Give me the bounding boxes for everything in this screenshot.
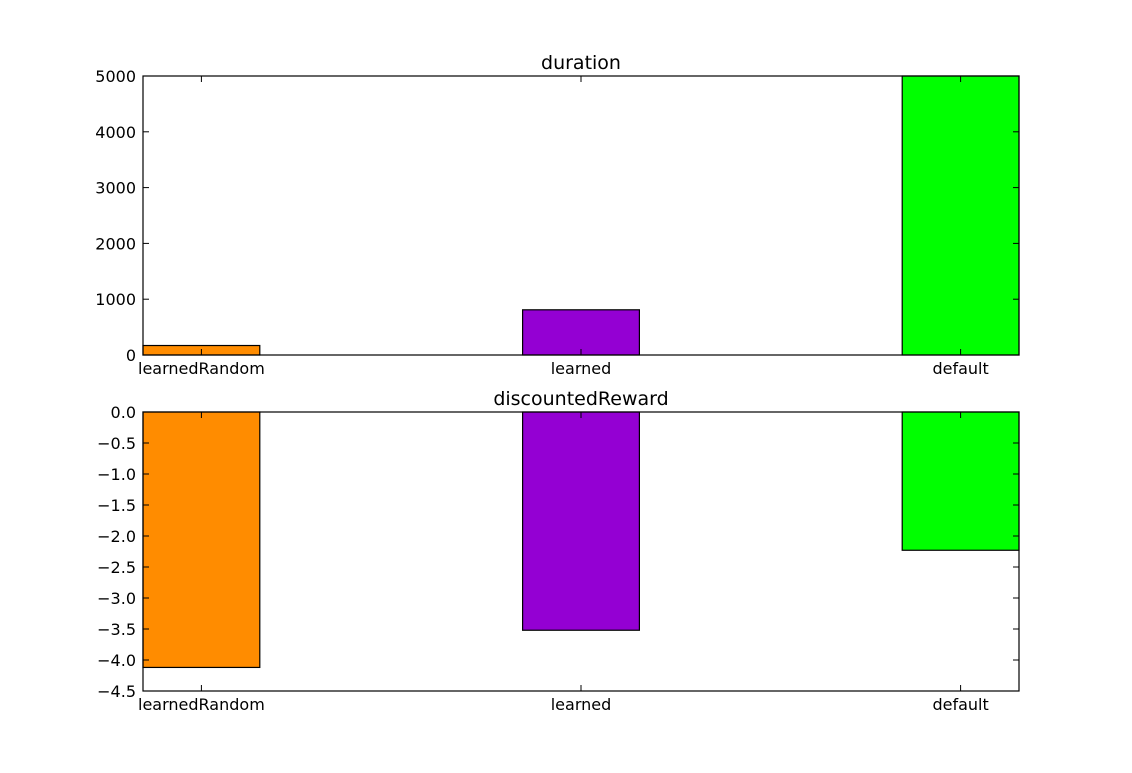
y-tick-label: 0.0 bbox=[111, 403, 136, 422]
y-tick-label: 0 bbox=[126, 346, 136, 365]
bar-learned bbox=[521, 411, 640, 631]
duration-panel: duration learnedRandom learned default 0 100… bbox=[95, 52, 1020, 378]
y-tick-label: −1.5 bbox=[97, 496, 136, 515]
axes-frame bbox=[142, 411, 1020, 692]
y-tick-label: 2000 bbox=[95, 234, 136, 253]
chart-title: duration bbox=[541, 52, 621, 74]
y-tick-label: 5000 bbox=[95, 67, 136, 86]
bar-default bbox=[901, 411, 1020, 551]
y-tick-label: 1000 bbox=[95, 290, 136, 309]
bar-learnedRandom bbox=[142, 411, 261, 669]
y-tick-label: −3.5 bbox=[97, 620, 136, 639]
bar-default bbox=[901, 75, 1020, 356]
bar-learned bbox=[521, 309, 640, 356]
axes-frame bbox=[142, 75, 1020, 356]
discounted-reward-panel: discountedReward learnedRandom learned def… bbox=[97, 388, 1020, 714]
x-tick-label: learned bbox=[551, 695, 612, 714]
x-tick-label: default bbox=[932, 695, 988, 714]
y-tick-label: −4.0 bbox=[97, 651, 136, 670]
y-tick-label: −0.5 bbox=[97, 434, 136, 453]
x-tick-label: learnedRandom bbox=[138, 695, 265, 714]
x-tick-label: learnedRandom bbox=[138, 359, 265, 378]
y-tick-label: −1.0 bbox=[97, 465, 136, 484]
y-tick-label: −3.0 bbox=[97, 589, 136, 608]
chart-title: discountedReward bbox=[493, 388, 668, 410]
y-tick-label: −2.0 bbox=[97, 527, 136, 546]
y-tick-label: −4.5 bbox=[97, 682, 136, 701]
x-tick-label: learned bbox=[551, 359, 612, 378]
y-tick-label: 4000 bbox=[95, 123, 136, 142]
y-tick-label: −2.5 bbox=[97, 558, 136, 577]
x-tick-label: default bbox=[932, 359, 988, 378]
y-tick-label: 3000 bbox=[95, 179, 136, 198]
